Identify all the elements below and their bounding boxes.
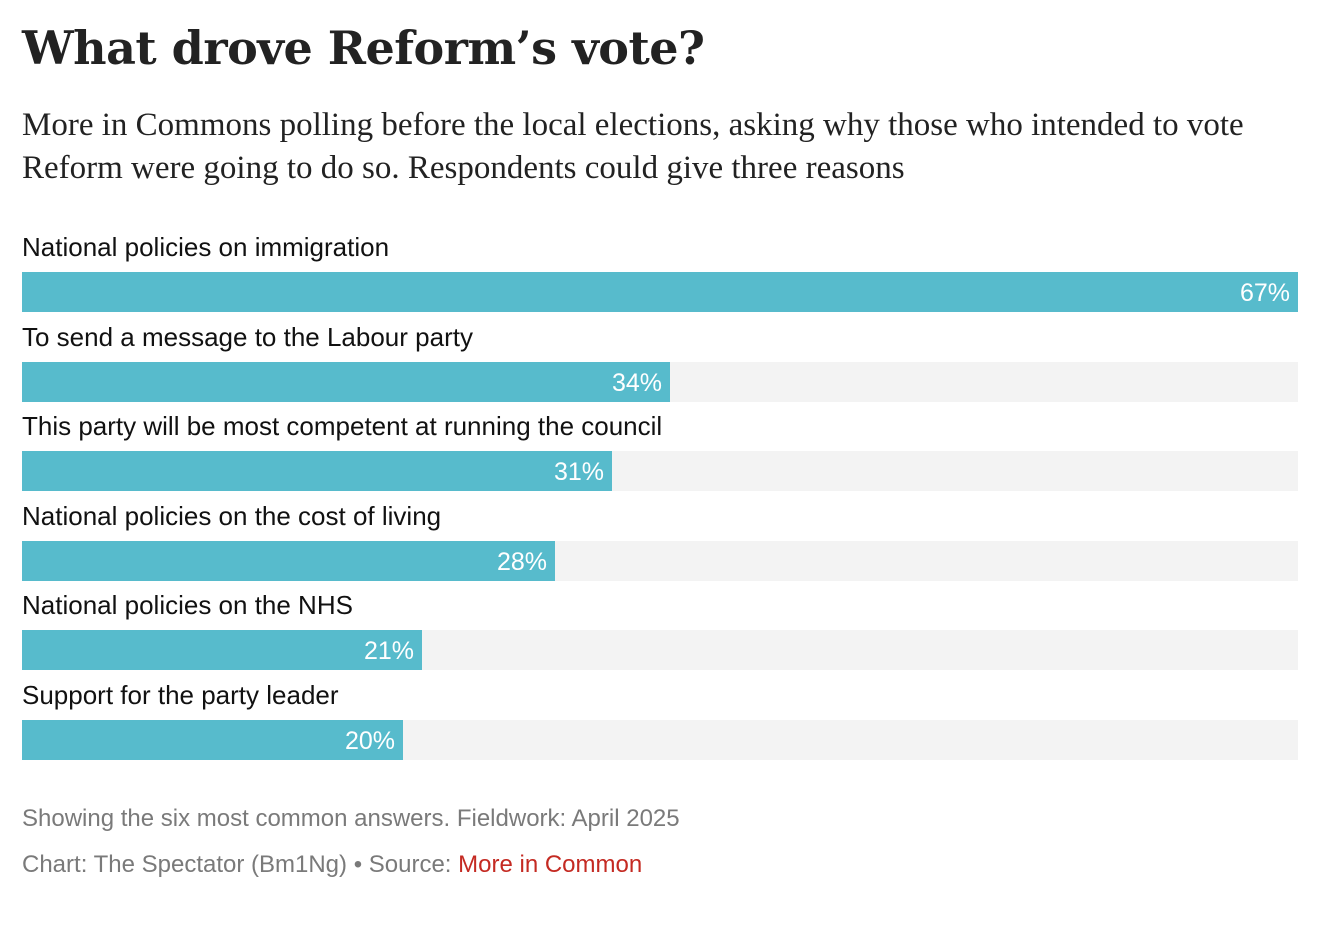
bar-value-label: 20% (344, 727, 395, 755)
bar-track: 31% (22, 451, 1298, 492)
source-link[interactable]: More in Common (458, 851, 643, 878)
bar-category-label: Support for the party leader (22, 680, 339, 710)
bar-row: National policies on immigration 67% (22, 226, 1298, 316)
chart-credit: Chart: The Spectator (Bm1Ng) • Source: M… (22, 848, 642, 882)
bar: 67% (22, 272, 1298, 312)
bar-row: To send a message to the Labour party 34% (22, 316, 1298, 406)
bar-track: 21% (22, 630, 1298, 671)
bar: 31% (22, 451, 612, 492)
bar-value-label: 34% (611, 368, 662, 397)
bar-row: National policies on the cost of living 2… (22, 495, 1298, 585)
bar-track: 28% (22, 540, 1298, 581)
bar-value-label: 28% (496, 547, 547, 576)
bar: 20% (22, 720, 403, 760)
credit-prefix: Chart: The Spectator (Bm1Ng) • Source: (22, 851, 459, 878)
bar-value-label: 21% (363, 637, 414, 666)
bar-value-label: 67% (1239, 279, 1290, 307)
bar: 28% (22, 540, 555, 581)
bar-category-label: This party will be most competent at run… (22, 411, 663, 442)
bar-track: 34% (22, 361, 1298, 402)
bar: 21% (22, 630, 422, 671)
bar-category-label: National policies on immigration (22, 232, 390, 262)
bar: 34% (22, 361, 670, 402)
bar-category-label: To send a message to the Labour party (22, 321, 473, 352)
bar-row: National policies on the NHS 21% (22, 584, 1298, 674)
bar-row: Support for the party leader 20% (22, 674, 1298, 764)
bar-row: This party will be most competent at run… (22, 405, 1298, 495)
chart-title: What drove Reform’s vote? (22, 21, 705, 75)
bar-track: 20% (22, 720, 1298, 760)
bar-chart: National policies on immigration 67% To se… (22, 226, 1298, 766)
chart-note: Showing the six most common answers. Fie… (22, 805, 680, 832)
chart-subtitle: More in Commons polling before the local… (22, 107, 1244, 186)
bar-category-label: National policies on the cost of living (22, 500, 442, 531)
bar-category-label: National policies on the NHS (22, 590, 353, 621)
bar-track: 67% (22, 272, 1298, 312)
bar-value-label: 31% (553, 458, 604, 487)
